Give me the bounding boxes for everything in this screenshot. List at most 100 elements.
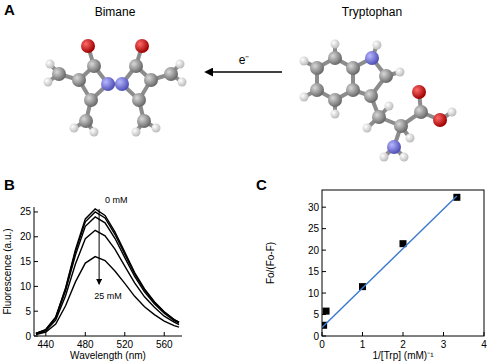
x-tick-label: 560 bbox=[156, 339, 173, 350]
molecule bbox=[300, 40, 457, 162]
atom bbox=[331, 40, 340, 49]
chart: C012340510152025301/[Trp] (mM)⁻¹Fo/(Fo-F… bbox=[256, 176, 487, 361]
x-tick-label: 4 bbox=[481, 339, 487, 350]
atom bbox=[178, 78, 187, 87]
y-tick bbox=[34, 236, 38, 237]
atom bbox=[328, 93, 342, 107]
x-tick-label: 1 bbox=[360, 339, 366, 350]
atom bbox=[132, 93, 146, 107]
atom bbox=[87, 59, 101, 73]
atom bbox=[310, 83, 324, 97]
figure: ABimaneTryptophane⁻B44048052056005101520… bbox=[0, 0, 499, 362]
x-axis bbox=[34, 336, 182, 337]
panel-label: A bbox=[4, 1, 15, 18]
atom bbox=[115, 77, 129, 91]
y-tick-label: 25 bbox=[20, 206, 32, 217]
y-tick-label: 15 bbox=[20, 256, 32, 267]
x-tick bbox=[322, 332, 323, 336]
y-tick bbox=[34, 261, 38, 262]
x-tick bbox=[85, 332, 86, 336]
x-tick-label: 3 bbox=[441, 339, 447, 350]
y-tick bbox=[34, 336, 38, 337]
y-axis bbox=[34, 207, 35, 336]
atom bbox=[328, 51, 342, 65]
chart: B4404805205600510152025Wavelength (nm)Fl… bbox=[2, 176, 182, 361]
plot-area bbox=[322, 194, 460, 329]
x-tick bbox=[484, 332, 485, 336]
atom bbox=[406, 134, 415, 143]
y-tick bbox=[322, 336, 326, 337]
y-axis-label: Fo/(Fo-F) bbox=[265, 242, 276, 284]
atom bbox=[137, 114, 151, 128]
x-tick-label: 520 bbox=[116, 339, 133, 350]
annotation: 0 mM bbox=[105, 195, 128, 205]
x-axis-label: Wavelength (nm) bbox=[70, 350, 146, 361]
atom bbox=[346, 83, 360, 97]
atom bbox=[414, 105, 428, 119]
y-tick-label: 0 bbox=[313, 331, 319, 342]
atom bbox=[400, 153, 409, 162]
atom bbox=[372, 110, 386, 124]
x-tick bbox=[362, 332, 363, 336]
plot-area bbox=[36, 209, 179, 335]
y-tick-label: 15 bbox=[308, 266, 320, 277]
y-tick-label: 0 bbox=[25, 331, 31, 342]
atom bbox=[129, 59, 143, 73]
atom bbox=[81, 39, 95, 53]
y-axis-label: Fluorescence (a.u.) bbox=[2, 228, 13, 314]
atom bbox=[132, 128, 141, 137]
atom bbox=[176, 60, 185, 69]
atom bbox=[144, 73, 158, 87]
atom bbox=[79, 114, 93, 128]
y-tick-label: 20 bbox=[308, 245, 320, 256]
atom bbox=[300, 93, 309, 102]
molecule-name: Bimane bbox=[95, 5, 136, 19]
annotation-arrow bbox=[99, 209, 100, 284]
y-tick-label: 30 bbox=[308, 202, 320, 213]
atom bbox=[412, 85, 426, 99]
y-tick bbox=[322, 271, 326, 272]
atom bbox=[84, 93, 98, 107]
y-tick bbox=[34, 286, 38, 287]
atom bbox=[396, 68, 405, 77]
y-tick bbox=[322, 207, 326, 208]
data-point bbox=[359, 283, 366, 290]
x-tick-label: 480 bbox=[77, 339, 94, 350]
molecule-name: Tryptophan bbox=[342, 5, 402, 19]
atom bbox=[300, 57, 309, 66]
x-tick bbox=[403, 332, 404, 336]
series-line bbox=[36, 209, 179, 334]
atom bbox=[363, 124, 372, 133]
x-tick bbox=[124, 332, 125, 336]
atom bbox=[379, 69, 393, 83]
panel-label: C bbox=[256, 176, 267, 193]
atom bbox=[387, 140, 401, 154]
atom bbox=[72, 73, 86, 87]
atom bbox=[373, 41, 382, 50]
y-tick-label: 20 bbox=[20, 231, 32, 242]
arrow-label: e⁻ bbox=[239, 53, 250, 67]
atom bbox=[101, 77, 115, 91]
atom bbox=[52, 67, 66, 81]
molecule bbox=[44, 39, 187, 137]
series-line bbox=[36, 257, 179, 335]
atom bbox=[310, 61, 324, 75]
electron-arrow bbox=[206, 71, 282, 73]
atom bbox=[364, 89, 378, 103]
atom bbox=[394, 119, 408, 133]
atom bbox=[346, 61, 360, 75]
y-tick bbox=[322, 228, 326, 229]
y-tick bbox=[34, 311, 38, 312]
atom bbox=[44, 78, 53, 87]
atom bbox=[380, 153, 389, 162]
atom bbox=[331, 110, 340, 119]
atom bbox=[164, 67, 178, 81]
y-tick bbox=[34, 211, 38, 212]
atom bbox=[385, 102, 394, 111]
data-point bbox=[323, 308, 330, 315]
y-tick-label: 5 bbox=[313, 309, 319, 320]
y-tick-label: 25 bbox=[308, 223, 320, 234]
series-line bbox=[36, 230, 179, 334]
x-tick-label: 2 bbox=[400, 339, 406, 350]
panel-label: B bbox=[4, 176, 15, 193]
